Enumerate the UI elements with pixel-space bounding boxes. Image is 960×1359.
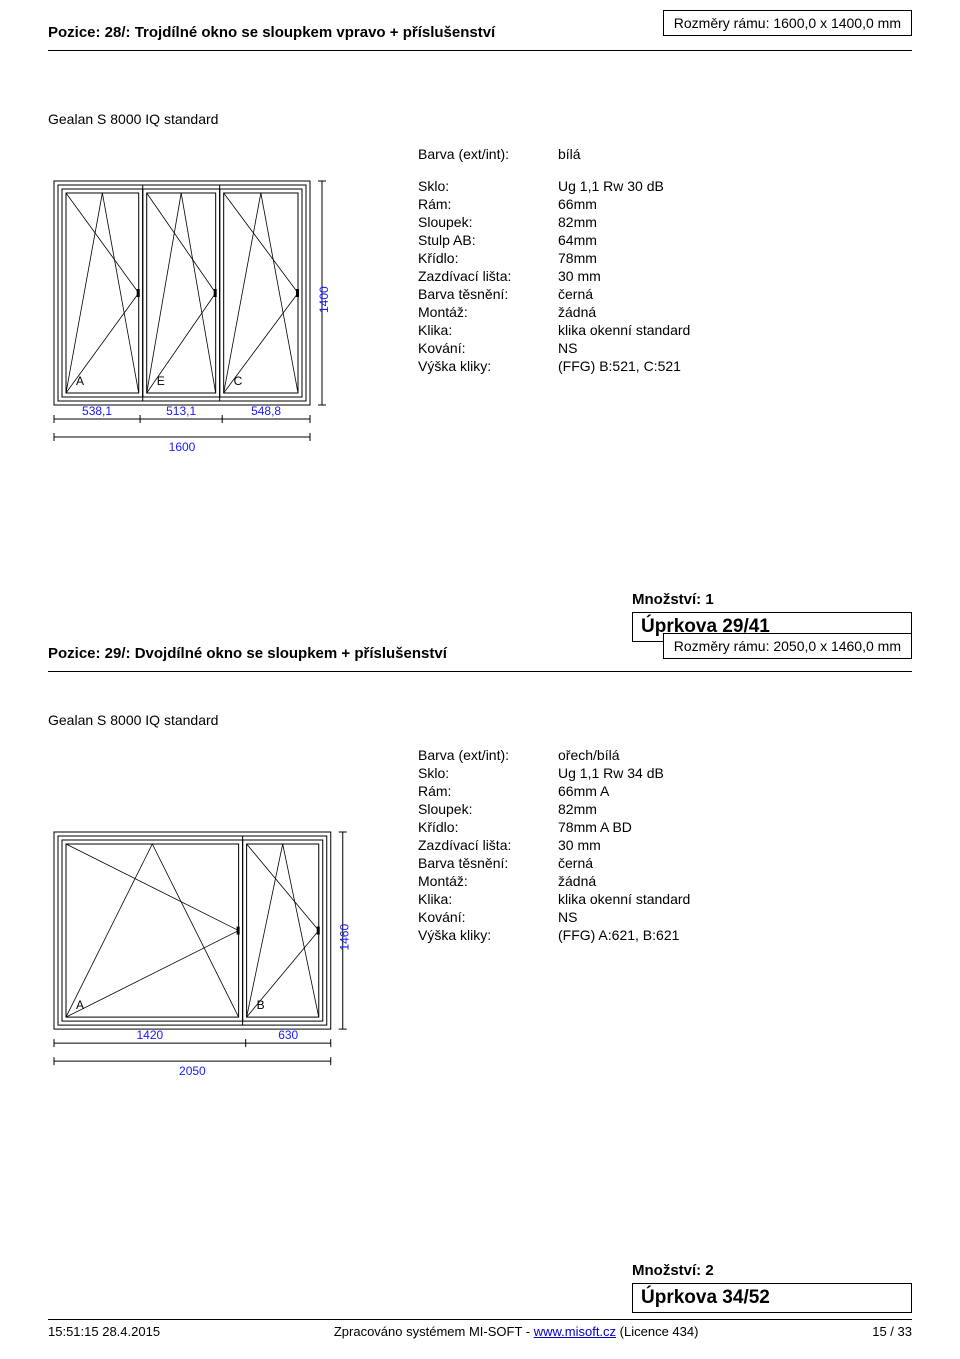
spec-label: Výška kliky: bbox=[418, 357, 558, 375]
spec-value: ořech/bílá bbox=[558, 746, 690, 764]
specs-table-29: Barva (ext/int):ořech/bíláSklo:Ug 1,1 Rw… bbox=[418, 746, 690, 944]
system-label-29: Gealan S 8000 IQ standard bbox=[48, 712, 912, 728]
spec-label: Křídlo: bbox=[418, 818, 558, 836]
position-29-header: Pozice: 29/: Dvojdílné okno se sloupkem … bbox=[48, 643, 912, 683]
spec-value: žádná bbox=[558, 872, 690, 890]
spec-label: Barva těsnění: bbox=[418, 854, 558, 872]
spec-label: Kování: bbox=[418, 908, 558, 926]
spec-value: 78mm bbox=[558, 249, 690, 267]
svg-text:1460: 1460 bbox=[338, 924, 352, 951]
spec-value: 66mm A bbox=[558, 782, 690, 800]
spec-value: Ug 1,1 Rw 30 dB bbox=[558, 177, 690, 195]
position-28-dimensions: Rozměry rámu: 1600,0 x 1400,0 mm bbox=[663, 10, 912, 36]
spec-label: Klika: bbox=[418, 890, 558, 908]
spec-value: (FFG) A:621, B:621 bbox=[558, 926, 690, 944]
spec-label: Sloupek: bbox=[418, 800, 558, 818]
spec-value: bílá bbox=[558, 145, 690, 163]
window-drawing-29: A B 1460 1420 630 2050 bbox=[48, 826, 378, 1096]
page-footer: 15:51:15 28.4.2015 Zpracováno systémem M… bbox=[48, 1319, 912, 1339]
spec-value: 30 mm bbox=[558, 267, 690, 285]
footer-link[interactable]: www.misoft.cz bbox=[534, 1324, 616, 1339]
spec-label: Zazdívací lišta: bbox=[418, 267, 558, 285]
spec-value: Ug 1,1 Rw 34 dB bbox=[558, 764, 690, 782]
spec-label: Rám: bbox=[418, 195, 558, 213]
position-28-header: Pozice: 28/: Trojdílné okno se sloupkem … bbox=[48, 10, 912, 50]
position-29-title: Pozice: 29/: Dvojdílné okno se sloupkem … bbox=[48, 645, 447, 662]
spec-label: Barva těsnění: bbox=[418, 285, 558, 303]
spec-label: Křídlo: bbox=[418, 249, 558, 267]
spec-value: černá bbox=[558, 285, 690, 303]
spec-label: Stulp AB: bbox=[418, 231, 558, 249]
spec-label: Výška kliky: bbox=[418, 926, 558, 944]
spec-label: Klika: bbox=[418, 321, 558, 339]
position-29-dimensions: Rozměry rámu: 2050,0 x 1460,0 mm bbox=[663, 633, 912, 659]
svg-text:A: A bbox=[76, 998, 84, 1012]
spec-label: Montáž: bbox=[418, 872, 558, 890]
footer-center: Zpracováno systémem MI-SOFT - www.misoft… bbox=[334, 1324, 699, 1339]
spec-label: Rám: bbox=[418, 782, 558, 800]
svg-text:630: 630 bbox=[278, 1028, 298, 1042]
footer-page-number: 15 / 33 bbox=[872, 1324, 912, 1339]
spec-value: černá bbox=[558, 854, 690, 872]
spec-value: klika okenní standard bbox=[558, 321, 690, 339]
spec-value: (FFG) B:521, C:521 bbox=[558, 357, 690, 375]
svg-text:1400: 1400 bbox=[317, 286, 331, 313]
spec-value: žádná bbox=[558, 303, 690, 321]
spec-value: 78mm A BD bbox=[558, 818, 690, 836]
spec-label: Sklo: bbox=[418, 177, 558, 195]
spec-value: 64mm bbox=[558, 231, 690, 249]
spec-label: Sklo: bbox=[418, 764, 558, 782]
svg-text:B: B bbox=[257, 998, 265, 1012]
specs-table-28: Barva (ext/int):bíláSklo:Ug 1,1 Rw 30 dB… bbox=[418, 145, 690, 375]
spec-value: NS bbox=[558, 908, 690, 926]
svg-text:E: E bbox=[157, 374, 165, 388]
svg-text:513,1: 513,1 bbox=[166, 404, 196, 418]
spec-label: Sloupek: bbox=[418, 213, 558, 231]
quantity-29: Množství: 1 bbox=[632, 591, 912, 608]
system-label-28: Gealan S 8000 IQ standard bbox=[48, 111, 912, 127]
svg-text:1420: 1420 bbox=[136, 1028, 163, 1042]
spec-label: Barva (ext/int): bbox=[418, 145, 558, 163]
svg-text:538,1: 538,1 bbox=[82, 404, 112, 418]
spec-label: Zazdívací lišta: bbox=[418, 836, 558, 854]
quantity-34: Množství: 2 bbox=[632, 1262, 912, 1279]
spec-label: Montáž: bbox=[418, 303, 558, 321]
footer-timestamp: 15:51:15 28.4.2015 bbox=[48, 1324, 160, 1339]
svg-text:A: A bbox=[76, 374, 84, 388]
svg-text:548,8: 548,8 bbox=[251, 404, 281, 418]
spec-label: Barva (ext/int): bbox=[418, 746, 558, 764]
spec-value: 82mm bbox=[558, 800, 690, 818]
spec-value: 66mm bbox=[558, 195, 690, 213]
window-drawing-28: A E C 1400 538,1 513,1 548,8 1600 bbox=[48, 175, 378, 465]
svg-text:2050: 2050 bbox=[179, 1064, 206, 1078]
spec-value: 82mm bbox=[558, 213, 690, 231]
svg-text:C: C bbox=[234, 374, 243, 388]
spec-value: klika okenní standard bbox=[558, 890, 690, 908]
spec-value: 30 mm bbox=[558, 836, 690, 854]
address-box-34: Úprkova 34/52 bbox=[632, 1283, 912, 1313]
svg-text:1600: 1600 bbox=[169, 440, 196, 454]
position-28-block: Gealan S 8000 IQ standard A E C 1400 538,1 51… bbox=[48, 111, 912, 465]
position-29-block: Gealan S 8000 IQ standard A B 1460 1420 630 2… bbox=[48, 712, 912, 1096]
position-28-title: Pozice: 28/: Trojdílné okno se sloupkem … bbox=[48, 24, 495, 41]
divider bbox=[48, 50, 912, 51]
spec-value: NS bbox=[558, 339, 690, 357]
spec-label: Kování: bbox=[418, 339, 558, 357]
